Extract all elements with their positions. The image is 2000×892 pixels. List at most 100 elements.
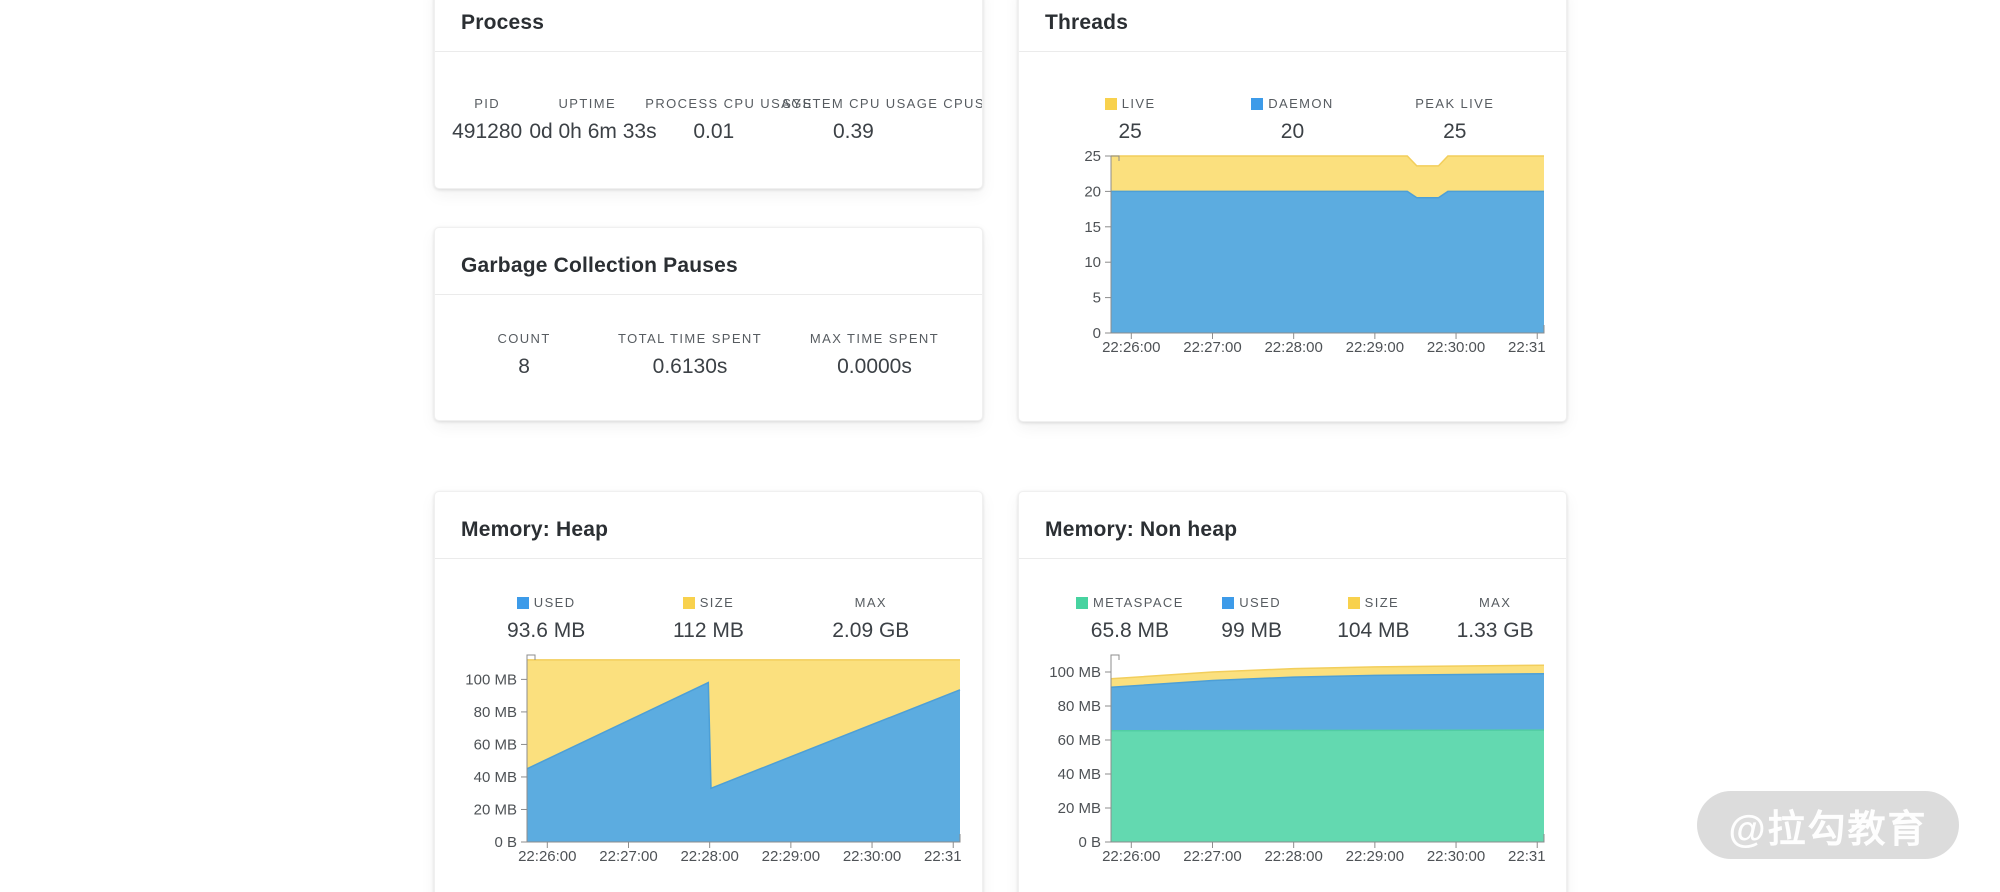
process-panel-header: Process (435, 0, 982, 52)
stat-nonheap-metaspace: METASPACE 65.8 MB (1069, 595, 1191, 643)
stat-nonheap-max: MAX 1.33 GB (1434, 595, 1556, 643)
memory-heap-panel-title: Memory: Heap (461, 518, 609, 541)
watermark-text: @拉勾教育 (1728, 808, 1928, 851)
stat-nonheap-used-value: 99 MB (1221, 619, 1282, 642)
stat-threads-daemon-label: DAEMON (1268, 96, 1334, 111)
svg-text:22:28:00: 22:28:00 (1264, 848, 1322, 865)
gc-pauses-panel-title: Garbage Collection Pauses (461, 254, 738, 277)
memory-nonheap-chart: 0 B 20 MB 40 MB 60 MB 80 MB 100 MB 22:26:00 22:… (1041, 649, 1566, 872)
svg-text:22:31:00: 22:31:00 (1508, 339, 1546, 356)
stat-nonheap-max-value: 1.33 GB (1456, 619, 1534, 642)
svg-text:100 MB: 100 MB (1049, 664, 1101, 681)
svg-text:22:29:00: 22:29:00 (1346, 339, 1404, 356)
svg-text:100 MB: 100 MB (465, 671, 517, 688)
stat-uptime-value: 0d 0h 6m 33s (529, 120, 657, 143)
stat-nonheap-size-label: SIZE (1364, 595, 1400, 610)
svg-text:15: 15 (1084, 219, 1101, 236)
stat-threads-live-value: 25 (1118, 120, 1142, 143)
stat-heap-size-label: SIZE (699, 595, 735, 610)
gc-pauses-panel: Garbage Collection Pauses COUNT 8 TOTAL … (434, 227, 983, 421)
stat-heap-used-label: USED (533, 595, 576, 610)
memory-heap-panel: Memory: Heap USED 93.6 MB SIZE 112 MB MA… (434, 491, 983, 892)
process-stats-row: PID 491280 UPTIME 0d 0h 6m 33s PROCESS C… (435, 52, 982, 144)
stat-gc-total-time-value: 0.6130s (652, 355, 728, 378)
stat-heap-max-value: 2.09 GB (832, 619, 910, 642)
stat-gc-count-label: COUNT (497, 331, 551, 346)
threads-stats-row: LIVE 25 DAEMON 20 PEAK LIVE 25 (1019, 52, 1566, 144)
svg-text:60 MB: 60 MB (1058, 732, 1101, 749)
svg-text:22:27:00: 22:27:00 (1183, 339, 1241, 356)
memory-nonheap-panel: Memory: Non heap METASPACE 65.8 MB USED … (1018, 491, 1567, 892)
stat-heap-used: USED 93.6 MB (465, 595, 627, 643)
svg-text:5: 5 (1093, 290, 1101, 307)
stat-system-cpu-label: SYSTEM CPU USAGE (782, 96, 939, 111)
stat-gc-max-time-label: MAX TIME SPENT (809, 331, 940, 346)
stat-nonheap-metaspace-value: 65.8 MB (1090, 619, 1169, 642)
svg-text:22:26:00: 22:26:00 (518, 848, 576, 865)
stat-uptime: UPTIME 0d 0h 6m 33s (529, 96, 657, 144)
stat-gc-count: COUNT 8 (445, 331, 603, 379)
heap-used-legend-swatch (516, 596, 529, 609)
stat-threads-daemon: DAEMON 20 (1211, 96, 1373, 144)
stat-threads-peak-live-label: PEAK LIVE (1415, 96, 1495, 111)
svg-text:25: 25 (1084, 150, 1101, 165)
stat-gc-total-time-label: TOTAL TIME SPENT (618, 331, 763, 346)
svg-text:20: 20 (1084, 183, 1101, 200)
threads-panel-title: Threads (1045, 11, 1129, 34)
stat-nonheap-size: SIZE 104 MB (1313, 595, 1435, 643)
stat-process-cpu-value: 0.01 (693, 120, 735, 143)
stat-nonheap-size-value: 104 MB (1337, 619, 1410, 642)
stat-gc-max-time-value: 0.0000s (837, 355, 912, 378)
stat-nonheap-used-label: USED (1239, 595, 1281, 610)
svg-text:40 MB: 40 MB (1058, 766, 1101, 783)
live-legend-swatch (1104, 97, 1117, 110)
metaspace-legend-swatch (1075, 596, 1088, 609)
svg-text:22:27:00: 22:27:00 (599, 848, 657, 865)
stat-process-cpu-label: PROCESS CPU USAGE (645, 96, 813, 111)
daemon-legend-swatch (1251, 97, 1264, 110)
svg-text:22:29:00: 22:29:00 (762, 848, 820, 865)
svg-text:20 MB: 20 MB (474, 801, 517, 818)
memory-nonheap-panel-header: Memory: Non heap (1019, 492, 1566, 559)
threads-panel: Threads LIVE 25 DAEMON 20 PEAK LIVE 25 0… (1018, 0, 1567, 422)
stat-cpus-label: CPUS (943, 96, 982, 111)
stat-gc-max-time: MAX TIME SPENT 0.0000s (777, 331, 972, 379)
nonheap-size-legend-swatch (1347, 596, 1360, 609)
svg-text:22:30:00: 22:30:00 (843, 848, 901, 865)
stat-heap-size: SIZE 112 MB (627, 595, 789, 643)
stat-pid-label: PID (474, 96, 501, 111)
svg-text:22:31:00: 22:31:00 (1508, 848, 1546, 865)
stat-threads-daemon-value: 20 (1280, 120, 1305, 143)
process-panel: Process PID 491280 UPTIME 0d 0h 6m 33s P… (434, 0, 983, 189)
svg-text:0: 0 (1093, 325, 1101, 342)
stat-threads-live-label: LIVE (1121, 96, 1156, 111)
svg-text:22:30:00: 22:30:00 (1427, 339, 1485, 356)
svg-text:20 MB: 20 MB (1058, 800, 1101, 817)
svg-text:0 B: 0 B (494, 834, 517, 851)
stat-heap-max-label: MAX (854, 595, 887, 610)
stat-uptime-label: UPTIME (558, 96, 617, 111)
stat-pid: PID 491280 (445, 96, 529, 144)
stat-nonheap-metaspace-label: METASPACE (1092, 595, 1184, 610)
memory-nonheap-panel-title: Memory: Non heap (1045, 518, 1238, 541)
stat-heap-used-value: 93.6 MB (507, 619, 586, 642)
gc-pauses-panel-header: Garbage Collection Pauses (435, 228, 982, 295)
svg-text:22:27:00: 22:27:00 (1183, 848, 1241, 865)
stat-heap-max: MAX 2.09 GB (790, 595, 952, 643)
threads-panel-header: Threads (1019, 0, 1566, 52)
watermark-badge: @拉勾教育 (1697, 791, 1959, 859)
threads-chart: 0 5 10 15 20 25 22:26:00 22:27:00 22:28:00 22:29:… (1041, 148, 1566, 363)
svg-text:22:31:00: 22:31:00 (924, 848, 962, 865)
stat-cpus: CPUS (925, 96, 982, 144)
svg-text:22:28:00: 22:28:00 (1264, 339, 1322, 356)
stat-threads-peak-live: PEAK LIVE 25 (1374, 96, 1536, 144)
svg-text:80 MB: 80 MB (1058, 698, 1101, 715)
svg-text:22:28:00: 22:28:00 (680, 848, 738, 865)
stat-system-cpu: SYSTEM CPU USAGE 0.39 (782, 96, 939, 144)
memory-heap-panel-header: Memory: Heap (435, 492, 982, 559)
svg-text:22:29:00: 22:29:00 (1346, 848, 1404, 865)
heap-size-legend-swatch (682, 596, 695, 609)
stat-nonheap-max-label: MAX (1478, 595, 1512, 610)
stat-threads-live: LIVE 25 (1049, 96, 1211, 144)
svg-text:10: 10 (1084, 254, 1101, 271)
